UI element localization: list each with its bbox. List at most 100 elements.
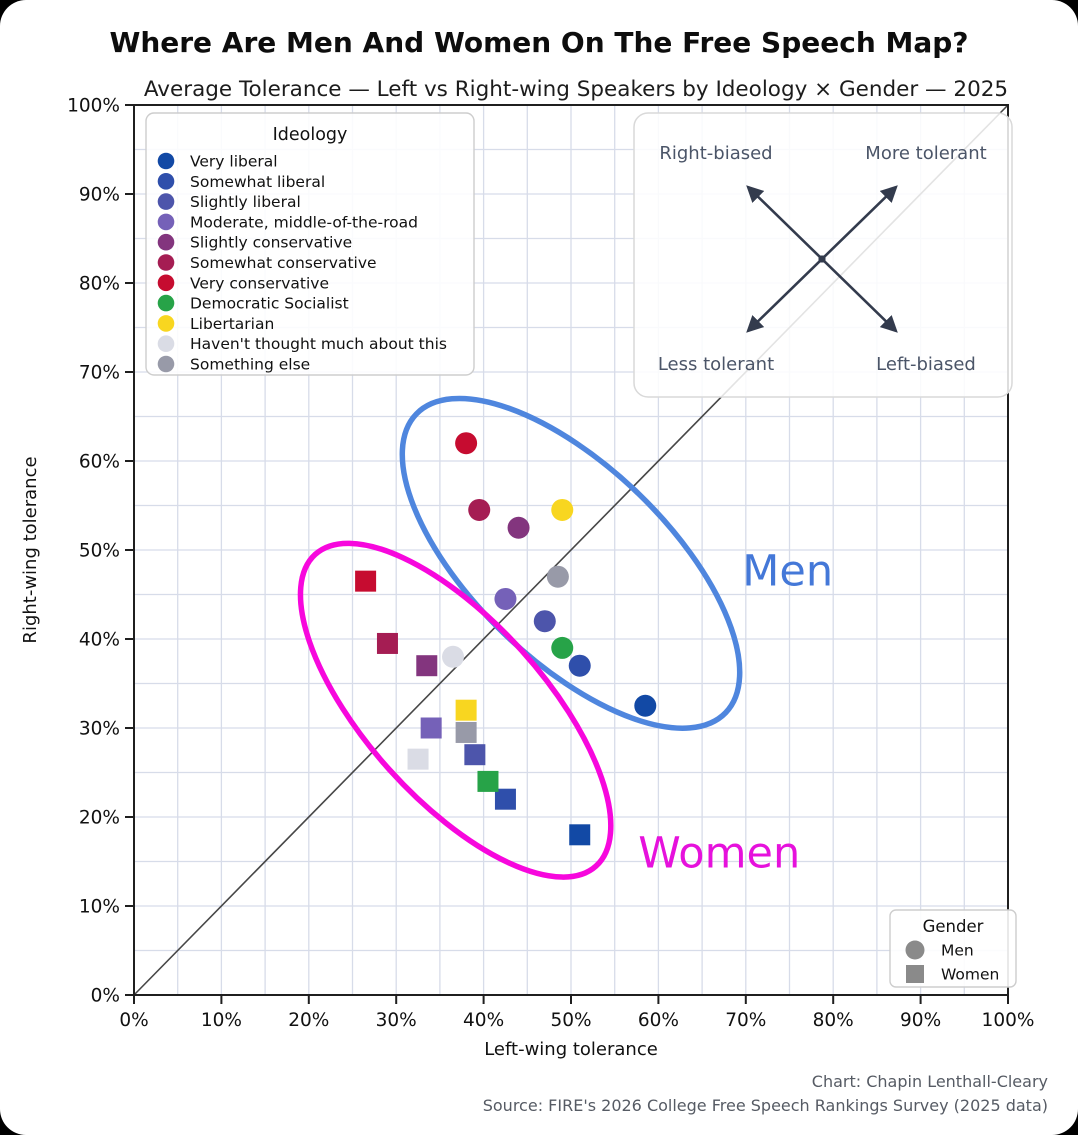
ideology-legend-item-slightly-conservative: Slightly conservative bbox=[157, 233, 352, 252]
gender-legend-label: Women bbox=[941, 966, 999, 984]
ideology-legend-label: Haven't thought much about this bbox=[190, 335, 447, 353]
y-tick-label: 50% bbox=[79, 541, 120, 562]
point-men-slightly-conservative bbox=[507, 516, 530, 539]
x-axis-title: Left-wing tolerance bbox=[484, 1039, 658, 1060]
point-women-libertarian bbox=[455, 699, 477, 721]
point-women-very-conservative bbox=[355, 570, 377, 592]
y-axis-title: Right-wing tolerance bbox=[20, 456, 41, 643]
ideology-legend-item-very-liberal: Very liberal bbox=[157, 153, 278, 171]
page-subtitle: Average Tolerance — Left vs Right-wing S… bbox=[144, 77, 1008, 102]
ideology-legend-item-democratic-socialist: Democratic Socialist bbox=[157, 294, 349, 313]
gender-legend-item-men: Men bbox=[905, 940, 974, 960]
ideology-legend-item-something-else: Something else bbox=[157, 355, 310, 374]
x-tick-label: 70% bbox=[725, 1010, 766, 1031]
men-group-label: Men bbox=[742, 547, 833, 597]
ideology-legend-label: Democratic Socialist bbox=[190, 295, 349, 313]
x-tick-label: 40% bbox=[463, 1010, 504, 1031]
point-women-very-liberal bbox=[569, 824, 591, 846]
y-tick-label: 80% bbox=[79, 274, 120, 295]
x-tick-label: 10% bbox=[201, 1010, 242, 1031]
point-women-somewhat-conservative bbox=[376, 632, 398, 654]
x-tick-label: 50% bbox=[550, 1010, 591, 1031]
ideology-swatch bbox=[157, 193, 175, 210]
y-tick-label: 20% bbox=[79, 808, 120, 829]
x-tick-label: 30% bbox=[376, 1010, 417, 1031]
women-ellipse bbox=[297, 540, 614, 880]
x-tick-label: 100% bbox=[982, 1010, 1035, 1031]
data-points bbox=[355, 432, 657, 846]
ideology-legend-item-slightly-liberal: Slightly liberal bbox=[157, 193, 301, 211]
ideology-swatch bbox=[157, 335, 175, 353]
group-ellipses bbox=[297, 395, 743, 880]
point-women-haven-t-thought-much-about-this bbox=[407, 748, 429, 770]
y-tick-label: 30% bbox=[79, 719, 120, 740]
ideology-legend-label: Very conservative bbox=[190, 274, 329, 292]
compass-label-more-tolerant: More tolerant bbox=[865, 143, 986, 164]
compass-label-right-biased: Right-biased bbox=[659, 143, 772, 164]
ideology-legend-label: Something else bbox=[190, 356, 310, 374]
y-tick-label: 70% bbox=[79, 363, 120, 384]
ideology-swatch bbox=[157, 294, 175, 312]
ideology-legend-label: Very liberal bbox=[190, 153, 278, 171]
ideology-swatch bbox=[157, 355, 175, 373]
point-men-somewhat-liberal bbox=[568, 654, 591, 677]
y-tick-label: 100% bbox=[67, 96, 120, 117]
ideology-legend-item-somewhat-conservative: Somewhat conservative bbox=[157, 254, 377, 272]
ideology-legend: Ideology Very liberal Somewhat liberal Sli… bbox=[145, 112, 475, 376]
x-tick-label: 60% bbox=[638, 1010, 679, 1031]
ideology-legend-label: Slightly conservative bbox=[190, 234, 352, 252]
ideology-legend-item-moderate-middle-of-the-road: Moderate, middle-of-the-road bbox=[157, 213, 418, 231]
point-men-very-conservative bbox=[455, 432, 478, 455]
ideology-legend-label: Somewhat conservative bbox=[190, 254, 377, 272]
point-men-something-else bbox=[546, 565, 569, 588]
compass-center-dot bbox=[818, 255, 826, 263]
compass-label-left-biased: Left-biased bbox=[876, 354, 976, 375]
footer-source: Source: FIRE's 2026 College Free Speech … bbox=[483, 1096, 1048, 1115]
ideology-legend-item-haven-t-thought-much-about-this: Haven't thought much about this bbox=[157, 335, 447, 353]
x-tick-label: 80% bbox=[813, 1010, 854, 1031]
point-women-somewhat-liberal bbox=[494, 788, 516, 810]
point-women-something-else bbox=[455, 721, 477, 743]
gender-legend-label: Men bbox=[941, 942, 974, 960]
y-tick-label: 10% bbox=[79, 897, 120, 918]
ideology-legend-item-very-conservative: Very conservative bbox=[157, 274, 329, 292]
compass-label-less-tolerant: Less tolerant bbox=[658, 354, 774, 375]
gender-legend-title: Gender bbox=[923, 917, 984, 936]
ideology-legend-title: Ideology bbox=[273, 125, 348, 145]
point-men-very-liberal bbox=[634, 694, 657, 717]
gender-legend: Gender Men Women bbox=[889, 909, 1017, 988]
axis-ticks: 0% 0% 10% 10% 20% 20% 30% 30% 40% 40% 50% 50% 60% 60%… bbox=[67, 96, 1034, 1032]
y-tick-label: 90% bbox=[79, 185, 120, 206]
y-tick-label: 0% bbox=[91, 986, 120, 1007]
ideology-swatch bbox=[157, 173, 175, 190]
gender-marker-square bbox=[906, 965, 924, 983]
footer-credit: Chart: Chapin Lenthall-Cleary bbox=[812, 1072, 1048, 1091]
point-men-democratic-socialist bbox=[551, 636, 574, 659]
ideology-swatch bbox=[157, 254, 175, 271]
group-labels: Men Women bbox=[638, 547, 833, 879]
women-group-label: Women bbox=[638, 829, 800, 879]
x-tick-label: 90% bbox=[900, 1010, 941, 1031]
ideology-swatch bbox=[157, 233, 175, 251]
gender-legend-item-women: Women bbox=[906, 965, 999, 984]
point-women-slightly-conservative bbox=[416, 655, 438, 677]
gender-marker-circle bbox=[905, 940, 925, 960]
ideology-swatch bbox=[157, 274, 175, 292]
x-tick-label: 20% bbox=[288, 1010, 329, 1031]
ideology-legend-label: Moderate, middle-of-the-road bbox=[190, 213, 418, 231]
point-women-slightly-liberal bbox=[464, 744, 486, 766]
point-women-democratic-socialist bbox=[477, 770, 499, 792]
y-tick-label: 40% bbox=[79, 630, 120, 651]
point-men-libertarian bbox=[551, 498, 574, 521]
ideology-legend-item-somewhat-liberal: Somewhat liberal bbox=[157, 173, 325, 191]
page-title: Where Are Men And Women On The Free Spee… bbox=[109, 26, 968, 59]
ideology-legend-box bbox=[145, 112, 475, 376]
ideology-legend-label: Slightly liberal bbox=[190, 193, 301, 211]
compass-annotation: Right-biased More tolerant Less tolerant… bbox=[633, 112, 1013, 398]
point-women-moderate-middle-of-the-road bbox=[420, 717, 442, 739]
point-men-somewhat-conservative bbox=[468, 498, 491, 521]
point-men-slightly-liberal bbox=[533, 610, 556, 633]
y-tick-label: 60% bbox=[79, 452, 120, 473]
